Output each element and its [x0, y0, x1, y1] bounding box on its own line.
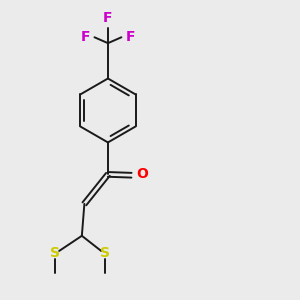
- Text: F: F: [126, 30, 135, 44]
- Text: O: O: [136, 167, 148, 182]
- Text: F: F: [103, 11, 113, 25]
- Text: S: S: [50, 246, 60, 260]
- Text: F: F: [81, 30, 90, 44]
- Text: S: S: [100, 246, 110, 260]
